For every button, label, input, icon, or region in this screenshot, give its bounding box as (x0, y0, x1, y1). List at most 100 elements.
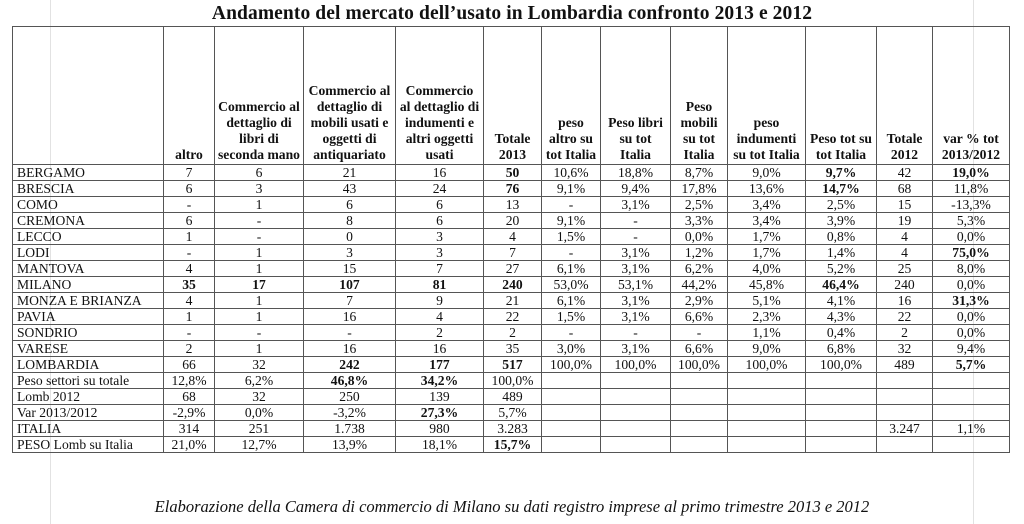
table-cell: 3,4% (727, 212, 806, 229)
table-cell: 16 (876, 292, 933, 309)
table-cell: 22 (876, 308, 933, 325)
table-cell: 489 (876, 356, 933, 373)
column-header: Peso libri su tot Italia (600, 26, 671, 165)
table-cell (876, 388, 933, 405)
table-cell: 250 (303, 388, 396, 405)
table-cell (541, 420, 601, 437)
table-cell: 7 (483, 244, 542, 261)
table-cell: 100,0% (483, 372, 542, 389)
table-cell: - (214, 324, 304, 341)
table-cell (600, 436, 671, 453)
table-cell: 980 (395, 420, 484, 437)
table-cell: 4,1% (805, 292, 877, 309)
table-cell: 100,0% (805, 356, 877, 373)
table-cell (805, 436, 877, 453)
table-cell (670, 404, 728, 421)
table-cell: 6 (214, 164, 304, 181)
table-cell (600, 388, 671, 405)
table-cell: 9,4% (600, 180, 671, 197)
table-cell: - (600, 212, 671, 229)
table-cell: 46,4% (805, 276, 877, 293)
table-cell: 1 (214, 260, 304, 277)
table-cell: 6 (163, 212, 215, 229)
table-cell: 35 (483, 340, 542, 357)
table-cell: 5,7% (932, 356, 1010, 373)
table-cell: 3 (214, 180, 304, 197)
table-cell: 242 (303, 356, 396, 373)
table-row: LODI -1 3 3 7-3,1% 1,2% 1,7% 1,4% 4 75,0% (12, 244, 1010, 261)
table-cell: 9,1% (541, 180, 601, 197)
table-body: BERGAMO 7 6 21 16 50 10,6% 18,8% 8,7% 9,0% 9,7% 42 1… (12, 164, 1010, 453)
table-row: LOMBARDIA 66 32 242 177 517 100,0% 100,0% 100,0%… (12, 356, 1010, 373)
table-cell: 4,0% (727, 260, 806, 277)
table-cell: 6,6% (670, 308, 728, 325)
table-cell (670, 372, 728, 389)
table-cell: 16 (303, 340, 396, 357)
column-header: Peso tot su tot Italia (805, 26, 877, 165)
row-label: LOMBARDIA (12, 356, 164, 373)
source-note: Elaborazione della Camera di commercio d… (154, 497, 870, 516)
table-cell: - (541, 244, 601, 261)
table-cell: 9,0% (727, 164, 806, 181)
table-row: CREMONA 6-8 6 20 9,1% -3,3% 3,4% 3,9% 19 5,3% (12, 212, 1010, 229)
table-cell: 16 (395, 340, 484, 357)
table-cell: 5,7% (483, 404, 542, 421)
table-cell: 2 (163, 340, 215, 357)
table-cell (600, 420, 671, 437)
table-cell: 100,0% (600, 356, 671, 373)
table-cell: 1,4% (805, 244, 877, 261)
table-cell: 43 (303, 180, 396, 197)
table-cell: 3,1% (600, 196, 671, 213)
table-cell: 2 (483, 324, 542, 341)
table-cell: 18,1% (395, 436, 484, 453)
table-cell: 0,0% (932, 308, 1010, 325)
table-cell: 6 (395, 196, 484, 213)
table-cell: 10,6% (541, 164, 601, 181)
table-cell: 6,8% (805, 340, 877, 357)
table-cell: 1 (214, 292, 304, 309)
column-header: Totale 2012 (876, 26, 933, 165)
table-cell (932, 388, 1010, 405)
table-row: MONZA E BRIANZA 4 1 7 9 21 6,1% 3,1% 2,9% 5,1% 4,1… (12, 292, 1010, 309)
row-label: BERGAMO (12, 164, 164, 181)
table-row: PESO Lomb su Italia 21,0% 12,7% 13,9% 18,1% 1… (12, 436, 1010, 453)
table-cell: 20 (483, 212, 542, 229)
column-header: Commercio al dettaglio di mobili usati e… (303, 26, 396, 165)
column-header: Peso mobili su tot Italia (670, 26, 728, 165)
table-cell (541, 436, 601, 453)
table-cell: 34,2% (395, 372, 484, 389)
table-row: COMO -1 6 6 13-3,1% 2,5% 3,4% 2,5% 15 -13,3% (12, 196, 1010, 213)
table-cell: 5,1% (727, 292, 806, 309)
table-cell: 5,2% (805, 260, 877, 277)
table-cell: 314 (163, 420, 215, 437)
table-cell: 66 (163, 356, 215, 373)
table-cell (805, 420, 877, 437)
table-cell: 8,0% (932, 260, 1010, 277)
row-label: Var 2013/2012 (12, 404, 164, 421)
table-cell (876, 404, 933, 421)
row-label: MONZA E BRIANZA (12, 292, 164, 309)
table-cell: 27,3% (395, 404, 484, 421)
table-cell: 100,0% (670, 356, 728, 373)
column-header: Commercio al dettaglio di libri di secon… (214, 26, 304, 165)
table-cell: 177 (395, 356, 484, 373)
table-cell: 1 (163, 228, 215, 245)
column-header: var % tot 2013/2012 (932, 26, 1010, 165)
table-cell: 0 (303, 228, 396, 245)
table-row: ITALIA 314 251 1.738 980 3.283 3.247 1,1% (12, 420, 1010, 437)
table-cell (727, 436, 806, 453)
table-cell: 27 (483, 260, 542, 277)
table-cell: 19,0% (932, 164, 1010, 181)
table-cell: 17,8% (670, 180, 728, 197)
table-cell: - (163, 196, 215, 213)
table-cell (670, 436, 728, 453)
table-cell: 3 (395, 228, 484, 245)
row-label: BRESCIA (12, 180, 164, 197)
row-label: MANTOVA (12, 260, 164, 277)
table-cell: 100,0% (727, 356, 806, 373)
table-cell: 7 (303, 292, 396, 309)
table-cell: 25 (876, 260, 933, 277)
table-cell: 81 (395, 276, 484, 293)
table-cell: - (541, 196, 601, 213)
table-cell: 21,0% (163, 436, 215, 453)
